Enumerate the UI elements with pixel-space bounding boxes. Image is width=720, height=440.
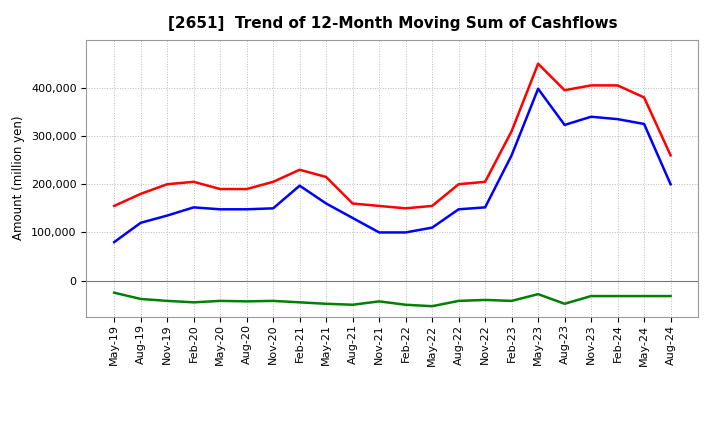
- Operating Cashflow: [454, 182, 463, 187]
- Free Cashflow: [322, 201, 330, 206]
- Free Cashflow: [295, 183, 304, 188]
- Line: Investing Cashflow: Investing Cashflow: [114, 293, 670, 306]
- Investing Cashflow: [322, 301, 330, 306]
- Line: Free Cashflow: Free Cashflow: [114, 89, 670, 242]
- Operating Cashflow: [295, 167, 304, 172]
- Operating Cashflow: [189, 179, 198, 184]
- Line: Operating Cashflow: Operating Cashflow: [114, 64, 670, 208]
- Operating Cashflow: [269, 179, 277, 184]
- Investing Cashflow: [243, 299, 251, 304]
- Free Cashflow: [560, 122, 569, 128]
- Title: [2651]  Trend of 12-Month Moving Sum of Cashflows: [2651] Trend of 12-Month Moving Sum of C…: [168, 16, 617, 32]
- Operating Cashflow: [508, 128, 516, 134]
- Operating Cashflow: [216, 187, 225, 192]
- Investing Cashflow: [560, 301, 569, 306]
- Investing Cashflow: [110, 290, 119, 295]
- Investing Cashflow: [640, 293, 649, 299]
- Investing Cashflow: [454, 298, 463, 304]
- Free Cashflow: [428, 225, 436, 230]
- Investing Cashflow: [666, 293, 675, 299]
- Free Cashflow: [375, 230, 384, 235]
- Operating Cashflow: [348, 201, 357, 206]
- Free Cashflow: [401, 230, 410, 235]
- Operating Cashflow: [163, 182, 171, 187]
- Investing Cashflow: [269, 298, 277, 304]
- Operating Cashflow: [110, 203, 119, 209]
- Operating Cashflow: [640, 95, 649, 100]
- Free Cashflow: [348, 215, 357, 220]
- Investing Cashflow: [375, 299, 384, 304]
- Investing Cashflow: [163, 298, 171, 304]
- Investing Cashflow: [481, 297, 490, 303]
- Operating Cashflow: [560, 88, 569, 93]
- Operating Cashflow: [481, 179, 490, 184]
- Free Cashflow: [613, 117, 622, 122]
- Free Cashflow: [640, 121, 649, 127]
- Operating Cashflow: [428, 203, 436, 209]
- Free Cashflow: [666, 182, 675, 187]
- Operating Cashflow: [243, 187, 251, 192]
- Investing Cashflow: [401, 302, 410, 308]
- Investing Cashflow: [295, 300, 304, 305]
- Free Cashflow: [269, 205, 277, 211]
- Investing Cashflow: [613, 293, 622, 299]
- Free Cashflow: [189, 205, 198, 210]
- Investing Cashflow: [508, 298, 516, 304]
- Investing Cashflow: [428, 304, 436, 309]
- Operating Cashflow: [322, 174, 330, 180]
- Free Cashflow: [454, 207, 463, 212]
- Investing Cashflow: [587, 293, 595, 299]
- Operating Cashflow: [375, 203, 384, 209]
- Operating Cashflow: [401, 205, 410, 211]
- Investing Cashflow: [348, 302, 357, 308]
- Operating Cashflow: [587, 83, 595, 88]
- Free Cashflow: [508, 153, 516, 158]
- Free Cashflow: [587, 114, 595, 119]
- Free Cashflow: [110, 239, 119, 245]
- Investing Cashflow: [189, 300, 198, 305]
- Free Cashflow: [243, 207, 251, 212]
- Operating Cashflow: [666, 153, 675, 158]
- Free Cashflow: [216, 207, 225, 212]
- Free Cashflow: [534, 86, 542, 92]
- Operating Cashflow: [534, 61, 542, 66]
- Operating Cashflow: [136, 191, 145, 197]
- Investing Cashflow: [534, 292, 542, 297]
- Free Cashflow: [136, 220, 145, 225]
- Y-axis label: Amount (million yen): Amount (million yen): [12, 116, 25, 240]
- Free Cashflow: [481, 205, 490, 210]
- Investing Cashflow: [136, 296, 145, 301]
- Investing Cashflow: [216, 298, 225, 304]
- Free Cashflow: [163, 213, 171, 218]
- Operating Cashflow: [613, 83, 622, 88]
